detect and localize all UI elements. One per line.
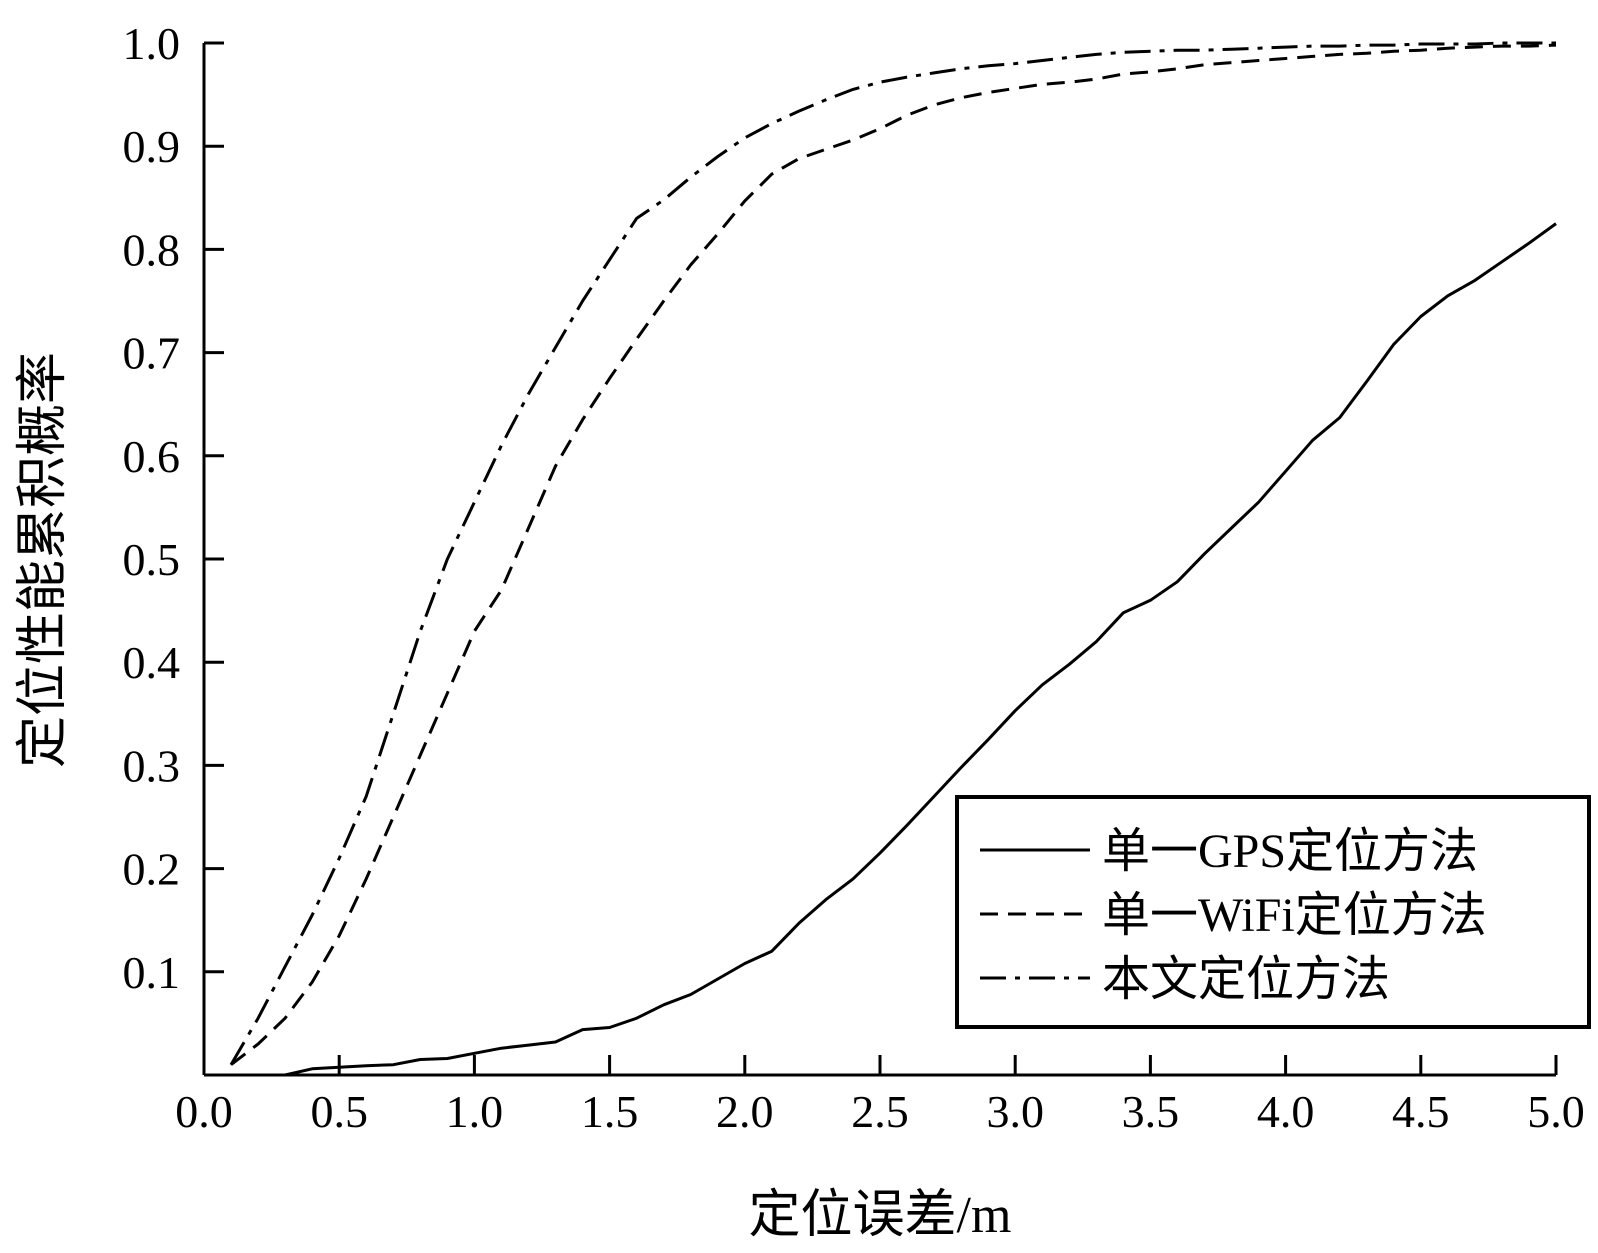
x-tick-label: 1.0 bbox=[446, 1086, 504, 1137]
legend-label-2: 单一WiFi定位方法 bbox=[1102, 889, 1487, 942]
y-axis-title: 定位性能累积概率 bbox=[15, 352, 72, 768]
x-tick-label: 2.5 bbox=[851, 1086, 909, 1137]
x-tick-label: 4.0 bbox=[1257, 1086, 1315, 1137]
x-tick-label: 5.0 bbox=[1527, 1086, 1585, 1137]
x-tick-label: 2.0 bbox=[716, 1086, 774, 1137]
x-tick-label: 0.0 bbox=[175, 1086, 233, 1137]
y-tick-label: 0.6 bbox=[123, 431, 181, 482]
series-line-3 bbox=[229, 41, 1556, 1066]
x-tick-label: 1.5 bbox=[581, 1086, 639, 1137]
legend-box bbox=[955, 795, 1591, 1029]
x-tick-label: 0.5 bbox=[310, 1086, 368, 1137]
x-tick-label: 3.0 bbox=[986, 1086, 1044, 1137]
x-axis-title: 定位误差/m bbox=[749, 1187, 1012, 1244]
y-tick-label: 0.2 bbox=[123, 844, 181, 895]
y-tick-label: 0.8 bbox=[123, 224, 181, 275]
y-tick-label: 0.4 bbox=[123, 637, 181, 688]
legend-label-1: 单一GPS定位方法 bbox=[1102, 825, 1478, 878]
y-tick-label: 0.3 bbox=[123, 740, 181, 791]
series-line-1 bbox=[231, 222, 1557, 1077]
y-tick-label: 1.0 bbox=[123, 18, 181, 69]
series-line-2 bbox=[230, 43, 1557, 1066]
y-tick-label: 0.1 bbox=[123, 947, 181, 998]
series-layer bbox=[229, 41, 1557, 1077]
ticks-layer: 0.0 0.5 1.0 1.5 2.0 2.5 3.0 3.5 4.0 4.5 5.0 0.1 0.2 0… bbox=[123, 18, 1585, 1137]
y-tick-label: 0.5 bbox=[123, 534, 181, 585]
y-tick-label: 0.9 bbox=[123, 121, 181, 172]
x-tick-label: 3.5 bbox=[1122, 1086, 1180, 1137]
y-tick-label: 0.7 bbox=[123, 328, 181, 379]
x-tick-label: 4.5 bbox=[1392, 1086, 1450, 1137]
legend-label-3: 本文定位方法 bbox=[1102, 953, 1390, 1006]
